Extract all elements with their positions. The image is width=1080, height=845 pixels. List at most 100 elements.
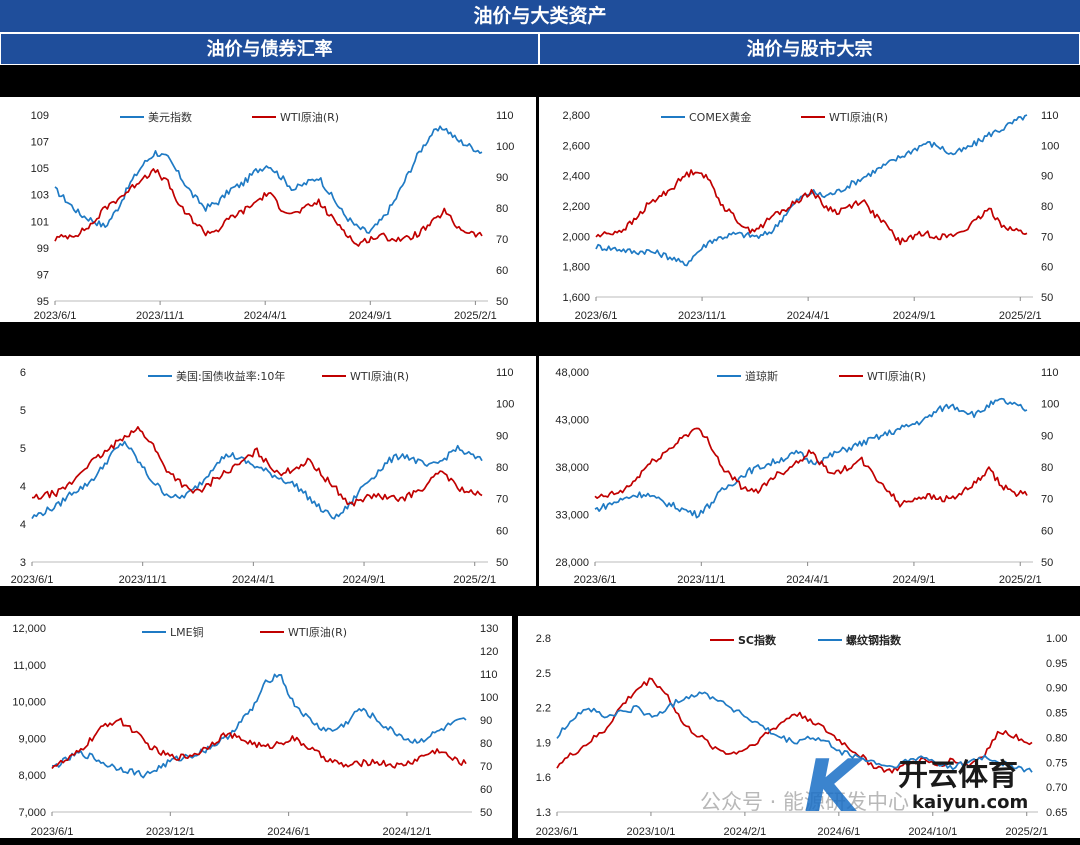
y-left-tick-label: 2,600	[562, 140, 590, 152]
y-left-tick-label: 9,000	[18, 733, 46, 745]
y-left-tick-label: 107	[31, 137, 49, 149]
y-right-tick-label: 90	[496, 172, 508, 184]
y-right-tick-label: 80	[496, 462, 508, 474]
y-right-tick-label: 60	[496, 525, 508, 537]
dow-series-0-line	[594, 397, 1028, 519]
y-left-tick-label: 28,000	[555, 557, 589, 569]
y-left-tick-label: 2.5	[536, 668, 551, 680]
y-right-tick-label: 0.75	[1046, 757, 1067, 769]
y-right-tick-label: 100	[496, 141, 514, 153]
y-right-tick-label: 60	[480, 784, 492, 796]
lme-copper-chart: 7,000 8,000 9,000 10,000 11,000 12,000 50 60 70 8…	[0, 616, 512, 838]
x-tick-label: 2023/12/1	[146, 826, 195, 838]
watermark-text: 公众号 · 能源研发中心	[700, 790, 910, 814]
y-left-tick-label: 95	[37, 296, 49, 308]
logo-text: 开云体育	[898, 758, 1018, 793]
y-left-tick-label: 43,000	[555, 415, 589, 427]
y-right-tick-label: 1.00	[1046, 633, 1067, 645]
y-right-tick-label: 80	[480, 738, 492, 750]
y-right-tick-label: 50	[496, 296, 508, 308]
y-left-tick-label: 1.3	[536, 807, 551, 819]
y-right-tick-label: 90	[496, 430, 508, 442]
ust10-series-1-line	[31, 426, 483, 507]
usd-svg: 95 97 99 101 103 105 107 109 50 60 70 80 90 100 110 202…	[31, 110, 515, 322]
y-right-tick-label: 70	[1041, 494, 1053, 506]
y-left-tick-label: 2,000	[562, 231, 590, 243]
right-section-title: 油价与股市大宗	[539, 33, 1080, 65]
y-right-tick-label: 110	[496, 110, 514, 122]
y-right-tick-label: 80	[1041, 462, 1053, 474]
dow-series-1-line	[594, 427, 1028, 508]
y-right-tick-label: 110	[1041, 367, 1059, 379]
y-right-tick-label: 60	[496, 265, 508, 277]
legend-label: 道琼斯	[745, 369, 778, 383]
x-tick-label: 2024/12/1	[382, 826, 431, 838]
x-tick-label: 2024/2/1	[723, 826, 766, 838]
y-right-tick-label: 80	[1041, 201, 1053, 213]
kaiyun-logo-icon: K	[804, 744, 860, 828]
usd-series-0-line	[54, 125, 483, 234]
x-tick-label: 2025/2/1	[454, 310, 497, 322]
y-left-tick-label: 5	[20, 443, 26, 455]
y-right-tick-label: 0.90	[1046, 683, 1067, 695]
x-tick-label: 2023/11/1	[678, 310, 726, 322]
y-left-tick-label: 33,000	[555, 510, 589, 522]
y-left-tick-label: 2.8	[536, 633, 551, 645]
x-tick-label: 2023/11/1	[677, 574, 725, 586]
y-left-tick-label: 4	[20, 481, 26, 493]
y-right-tick-label: 90	[1041, 171, 1053, 183]
x-tick-label: 2023/11/1	[136, 310, 184, 322]
x-tick-label: 2023/6/1	[11, 574, 54, 586]
x-tick-label: 2024/9/1	[349, 310, 392, 322]
gold-svg: 1,600 1,800 2,000 2,200 2,400 2,600 2,800 50 60 7…	[562, 110, 1059, 322]
x-tick-label: 2024/9/1	[893, 310, 936, 322]
y-left-tick-label: 4	[20, 519, 26, 531]
y-right-tick-label: 130	[480, 623, 498, 635]
legend-label: 美国:国债收益率:10年	[176, 369, 285, 383]
col-divider-3	[512, 616, 518, 838]
y-right-tick-label: 60	[1041, 262, 1053, 274]
gold-series-0-line	[595, 114, 1028, 267]
y-right-tick-label: 0.85	[1046, 708, 1067, 720]
col-divider-1	[536, 97, 539, 322]
sc-rebar-chart: 1.3 1.6 1.9 2.2 2.5 2.8 0.65 0.70 0.75 0.80 0.85 0.…	[518, 616, 1080, 838]
lme-svg: 7,000 8,000 9,000 10,000 11,000 12,000 50 60 70 8…	[12, 623, 498, 838]
logo-url: kaiyun.com	[912, 792, 1029, 813]
x-tick-label: 2024/9/1	[893, 574, 936, 586]
y-right-tick-label: 50	[480, 807, 492, 819]
legend-label: WTI原油(R)	[829, 110, 888, 124]
y-left-tick-label: 3	[20, 557, 26, 569]
x-tick-label: 2024/4/1	[787, 310, 830, 322]
main-title: 油价与大类资产	[0, 0, 1080, 33]
x-tick-label: 2023/6/1	[536, 826, 579, 838]
x-tick-label: 2024/4/1	[232, 574, 275, 586]
sc_rebar-series-0-line	[556, 677, 1033, 774]
x-tick-label: 2025/2/1	[999, 310, 1042, 322]
y-left-tick-label: 103	[31, 190, 49, 202]
legend-label: LME铜	[170, 625, 204, 639]
y-right-tick-label: 70	[496, 234, 508, 246]
y-right-tick-label: 80	[496, 203, 508, 215]
x-tick-label: 2025/2/1	[453, 574, 496, 586]
y-left-tick-label: 6	[20, 367, 26, 379]
dow-jones-chart: 28,000 33,000 38,000 43,000 48,000 50 60 70 80 90…	[539, 356, 1080, 586]
legend-label: COMEX黄金	[689, 110, 751, 124]
usd-index-chart: 95 97 99 101 103 105 107 109 50 60 70 80 90 100 110 202…	[0, 97, 536, 322]
y-left-tick-label: 1.6	[536, 772, 551, 784]
y-left-tick-label: 1,600	[562, 292, 590, 304]
y-right-tick-label: 0.80	[1046, 732, 1067, 744]
x-tick-label: 2024/4/1	[786, 574, 829, 586]
y-right-tick-label: 70	[480, 761, 492, 773]
y-left-tick-label: 5	[20, 405, 26, 417]
x-tick-label: 2023/6/1	[575, 310, 618, 322]
y-right-tick-label: 60	[1041, 525, 1053, 537]
y-right-tick-label: 100	[496, 399, 514, 411]
y-left-tick-label: 97	[37, 269, 49, 281]
y-right-tick-label: 110	[480, 669, 498, 681]
y-right-tick-label: 50	[1041, 557, 1053, 569]
y-right-tick-label: 100	[1041, 140, 1059, 152]
x-tick-label: 2024/10/1	[908, 826, 957, 838]
y-left-tick-label: 2,800	[562, 110, 590, 122]
y-right-tick-label: 0.65	[1046, 807, 1067, 819]
ust10-series-0-line	[31, 440, 483, 520]
